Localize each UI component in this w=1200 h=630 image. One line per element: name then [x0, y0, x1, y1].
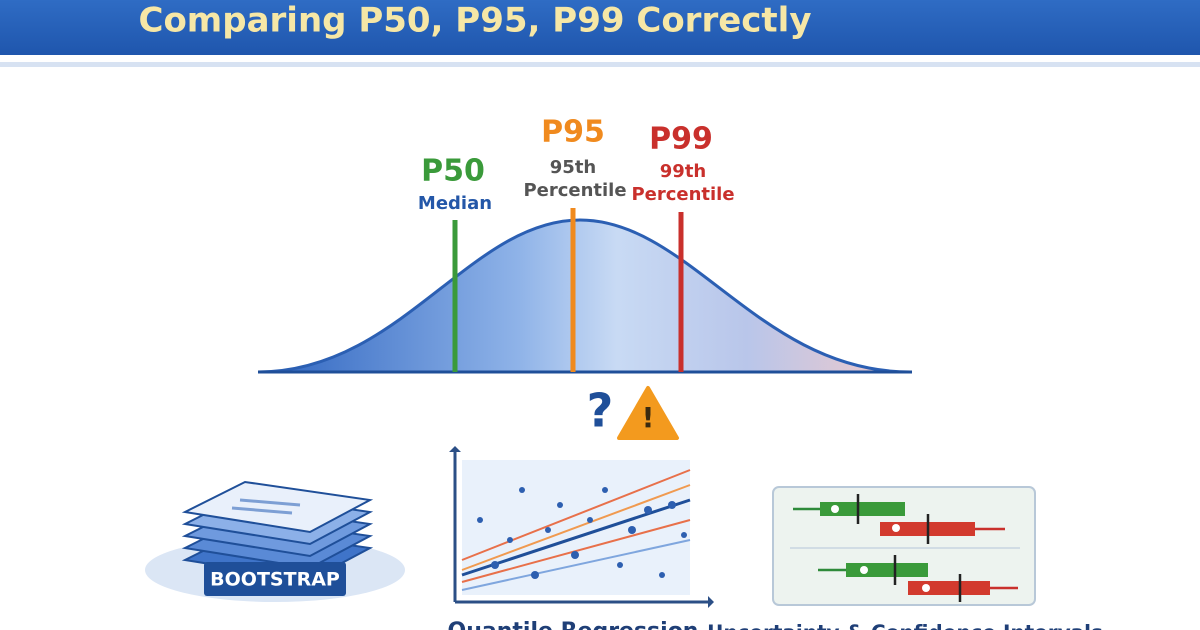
quantile-line	[461, 484, 691, 571]
regression-lines	[461, 469, 691, 591]
point	[571, 551, 579, 559]
quantile-line	[461, 539, 691, 591]
point	[668, 501, 676, 509]
interval-bars	[793, 494, 1018, 602]
distribution-curve	[257, 218, 911, 374]
marker-label: P50	[421, 154, 485, 189]
warning-triangle	[617, 386, 679, 440]
point	[659, 572, 665, 578]
marker-caption: 99th	[660, 161, 706, 182]
title: Comparing P50, P95, P99 Correctly	[139, 1, 812, 41]
marker-caption: Percentile	[523, 180, 626, 201]
point	[628, 526, 636, 534]
question-mark: ?	[587, 384, 614, 438]
sheet	[181, 480, 374, 534]
marker-caption: 95th	[550, 157, 596, 178]
point	[491, 561, 499, 569]
quantile-line	[461, 469, 691, 561]
quantile-line	[461, 498, 691, 577]
point	[477, 517, 483, 523]
header-band	[0, 0, 1200, 55]
point	[531, 571, 539, 579]
header-rule	[0, 62, 1200, 67]
point	[602, 487, 608, 493]
method-label: Quantile Regression	[448, 619, 699, 630]
interval-box	[820, 502, 905, 516]
sheet-stack	[181, 480, 374, 582]
marker-label: P95	[541, 115, 605, 150]
sheet-line	[231, 506, 293, 515]
quantile-line	[461, 519, 691, 583]
scatter-points	[477, 487, 687, 579]
point	[681, 532, 687, 538]
interval-box	[846, 563, 928, 577]
marker-caption: Median	[418, 193, 492, 214]
point	[617, 562, 623, 568]
method-label: BOOTSTRAP	[210, 569, 340, 591]
point	[587, 517, 593, 523]
point	[545, 527, 551, 533]
sheet-line	[239, 498, 301, 507]
estimate	[860, 566, 868, 574]
estimate	[831, 505, 839, 513]
marker-caption: Percentile	[631, 184, 734, 205]
method-label: Uncertainty & Confidence Intervals	[707, 621, 1103, 630]
point	[507, 537, 513, 543]
point	[557, 502, 563, 508]
point	[519, 487, 525, 493]
warning-mark: !	[642, 401, 655, 434]
point	[644, 506, 652, 514]
marker-label: P99	[649, 122, 713, 157]
bootstrap-badge	[204, 562, 346, 596]
estimate	[892, 524, 900, 532]
interval-box	[908, 581, 990, 595]
interval-panel	[772, 486, 1036, 606]
estimate	[922, 584, 930, 592]
